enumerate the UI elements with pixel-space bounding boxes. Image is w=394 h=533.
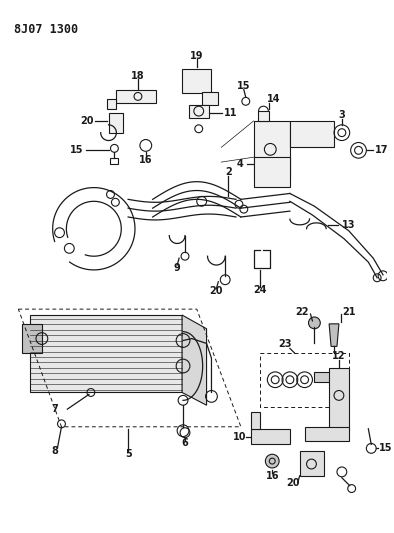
Text: 4: 4 [236, 159, 243, 169]
Circle shape [266, 454, 279, 468]
Text: 20: 20 [286, 478, 299, 488]
Text: 15: 15 [379, 443, 392, 454]
Polygon shape [106, 99, 116, 109]
Text: 7: 7 [51, 404, 58, 414]
Text: 17: 17 [375, 146, 389, 155]
Text: 12: 12 [332, 351, 346, 361]
Polygon shape [251, 429, 290, 445]
Text: 22: 22 [295, 307, 309, 317]
Text: 5: 5 [125, 449, 132, 459]
Polygon shape [30, 315, 182, 392]
Polygon shape [116, 90, 156, 103]
Polygon shape [258, 111, 269, 121]
Polygon shape [329, 368, 349, 432]
Polygon shape [300, 451, 324, 476]
Text: 16: 16 [139, 155, 152, 165]
Polygon shape [329, 324, 339, 346]
Text: 19: 19 [190, 51, 204, 61]
Text: 16: 16 [266, 471, 279, 481]
Polygon shape [108, 113, 123, 133]
Polygon shape [202, 92, 218, 105]
Text: 14: 14 [266, 94, 280, 104]
Polygon shape [254, 157, 290, 187]
Polygon shape [182, 315, 206, 405]
Polygon shape [251, 412, 260, 429]
Text: 13: 13 [342, 220, 355, 230]
Polygon shape [182, 69, 212, 93]
Polygon shape [254, 121, 290, 177]
Text: 20: 20 [210, 287, 223, 296]
Polygon shape [305, 427, 349, 441]
Polygon shape [189, 105, 208, 118]
Text: 8J07 1300: 8J07 1300 [15, 23, 78, 36]
Circle shape [309, 317, 320, 329]
Text: 3: 3 [338, 110, 345, 120]
Text: 20: 20 [80, 116, 94, 126]
Text: 15: 15 [237, 80, 251, 91]
Text: 8: 8 [51, 446, 58, 456]
Text: 18: 18 [131, 71, 145, 81]
Text: 9: 9 [174, 263, 180, 273]
Text: 24: 24 [254, 285, 267, 295]
Polygon shape [314, 372, 339, 382]
Text: 23: 23 [278, 340, 292, 350]
Text: 10: 10 [233, 432, 247, 441]
Text: 21: 21 [342, 307, 355, 317]
Text: 2: 2 [225, 167, 232, 177]
Text: 11: 11 [224, 108, 238, 118]
Polygon shape [22, 324, 42, 353]
Text: 6: 6 [182, 439, 188, 448]
Text: 15: 15 [71, 146, 84, 155]
Polygon shape [290, 121, 334, 148]
